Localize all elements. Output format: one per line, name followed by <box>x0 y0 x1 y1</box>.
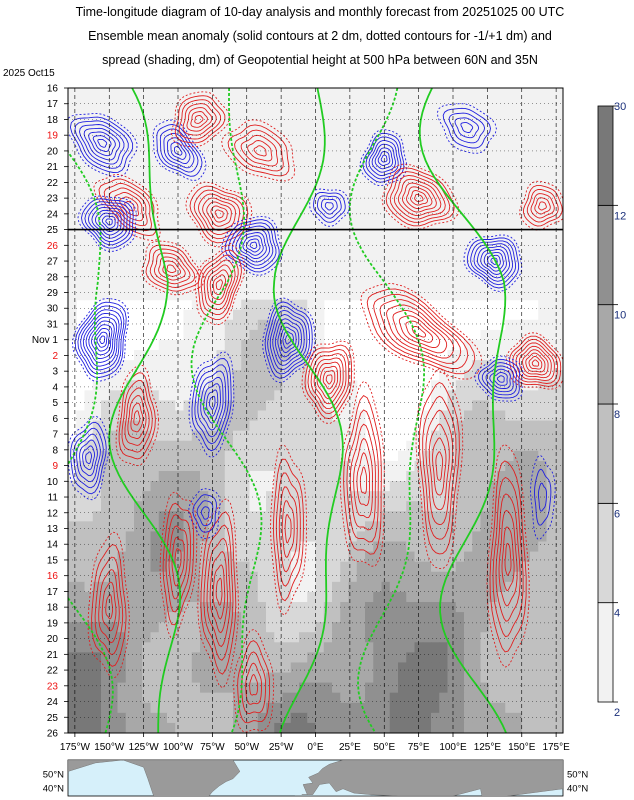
y-tick-label: 6 <box>52 414 58 425</box>
y-tick-label: 21 <box>47 162 59 173</box>
y-tick-label: 3 <box>52 367 58 378</box>
y-tick-label: 29 <box>47 288 59 299</box>
start-date-label: 2025 Oct15 <box>3 68 55 79</box>
y-tick-label: 17 <box>47 587 59 598</box>
y-tick-label: 16 <box>47 84 59 95</box>
y-tick-label: 25 <box>47 225 59 236</box>
colorbar-tick-label: 4 <box>614 608 620 620</box>
y-tick-label: 17 <box>47 99 59 110</box>
y-tick-label: 11 <box>48 493 59 504</box>
map-lat-label-left: 50°N <box>43 770 64 781</box>
y-tick-label: 2 <box>52 351 58 362</box>
y-tick-label: 30 <box>47 304 59 315</box>
y-tick-label: 14 <box>47 540 59 551</box>
y-tick-label: 22 <box>47 178 59 189</box>
x-tick-label: 100°E <box>439 742 467 753</box>
y-tick-label: 25 <box>47 713 59 724</box>
y-tick-label: 19 <box>47 618 59 629</box>
x-tick-label: 25°E <box>339 742 361 753</box>
x-tick-label: 50°E <box>373 742 395 753</box>
y-tick-label: 16 <box>47 571 59 582</box>
colorbar-tick-label: 2 <box>614 707 620 719</box>
title-line-1: Time-longitude diagram of 10-day analysi… <box>75 5 565 19</box>
y-tick-label: 5 <box>52 398 58 409</box>
title-line-3: spread (shading, dm) of Geopotential hei… <box>102 53 538 67</box>
x-axis: 175°W 150°W 125°W 100°W 75°W 50°W 25°W 0°E 25°E 5… <box>60 733 570 753</box>
x-tick-label: 25°W <box>269 742 294 753</box>
colorbar-segment-4 <box>597 204 614 306</box>
y-tick-label: 12 <box>47 508 59 519</box>
y-tick-label: Nov 1 <box>32 335 59 346</box>
colorbar-segment-3 <box>597 304 614 405</box>
map-strip: 50°N 50°N 40°N 40°N <box>43 759 588 797</box>
y-tick-label: 18 <box>47 603 59 614</box>
y-tick-label: 21 <box>47 650 59 661</box>
x-tick-label: 175°E <box>542 742 570 753</box>
y-tick-label: 24 <box>47 209 59 220</box>
title-line-2: Ensemble mean anomaly (solid contours at… <box>88 29 552 43</box>
y-tick-label: 20 <box>47 634 59 645</box>
map-lat-label-right: 50°N <box>567 770 588 781</box>
colorbar-segment-1 <box>597 502 614 604</box>
y-tick-label: 27 <box>47 257 59 268</box>
y-tick-label: 4 <box>52 382 58 393</box>
x-tick-label: 150°E <box>508 742 536 753</box>
y-tick-label: 7 <box>52 430 58 441</box>
y-tick-label: 31 <box>47 319 59 330</box>
map-landmass-0 <box>68 760 241 796</box>
y-tick-label: 8 <box>52 445 58 456</box>
x-tick-label: 75°E <box>408 742 430 753</box>
map-lat-label-right: 40°N <box>567 784 588 795</box>
y-tick-label: 15 <box>47 555 59 566</box>
y-tick-label: 26 <box>47 729 59 740</box>
grid-lines <box>68 87 563 734</box>
x-tick-label: 75°W <box>200 742 225 753</box>
y-tick-label: 18 <box>47 115 59 126</box>
y-tick-label: 24 <box>47 697 59 708</box>
y-tick-label: 13 <box>47 524 59 535</box>
map-lat-label-left: 40°N <box>43 784 64 795</box>
colorbar-segment-0 <box>597 602 614 703</box>
y-tick-label: 20 <box>47 146 59 157</box>
map-land <box>68 760 563 796</box>
x-tick-label: 100°W <box>163 742 194 753</box>
map-landmass-2 <box>294 795 371 796</box>
y-tick-label: 23 <box>47 194 59 205</box>
map-landmass-1 <box>301 760 563 796</box>
colorbar-tick-label: 30 <box>614 101 626 113</box>
x-tick-label: 0°E <box>307 742 324 753</box>
colorbar-segment-2 <box>597 403 614 504</box>
colorbar-tick-label: 6 <box>614 508 620 520</box>
colorbar-segment-5 <box>597 105 614 206</box>
colorbar-tick-label: 8 <box>614 409 620 421</box>
x-tick-label: 150°W <box>94 742 125 753</box>
x-tick-label: 50°W <box>234 742 259 753</box>
y-tick-label: 10 <box>47 477 59 488</box>
x-tick-label: 125°W <box>129 742 160 753</box>
y-tick-label: 22 <box>47 666 59 677</box>
colorbar-tick-label: 10 <box>614 310 626 322</box>
chart-title: Time-longitude diagram of 10-day analysi… <box>40 0 600 72</box>
y-tick-label: 19 <box>47 131 59 142</box>
colorbar: 2 4 6 8 10 12 30 <box>597 101 626 719</box>
y-tick-label: 26 <box>47 241 59 252</box>
x-tick-label: 175°W <box>60 742 91 753</box>
y-tick-label: 9 <box>52 461 58 472</box>
x-tick-label: 125°E <box>474 742 502 753</box>
y-tick-label: 28 <box>47 272 59 283</box>
y-tick-label: 23 <box>47 681 59 692</box>
colorbar-tick-label: 12 <box>614 210 626 222</box>
